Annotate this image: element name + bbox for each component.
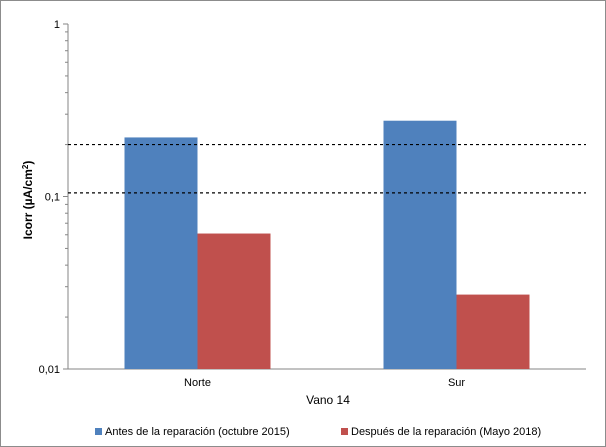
y-ticks: 1 0,1 0,01 [39,19,68,376]
legend-item-after: Después de la reparación (Mayo 2018) [341,426,541,438]
legend-label-before: Antes de la reparación (octubre 2015) [105,426,290,438]
legend-swatch-after [341,428,348,435]
bar-sur-series-1 [456,294,530,369]
x-axis-title: Vano 14 [306,393,350,407]
y-axis-title-mu: µ [21,198,35,205]
legend: Antes de la reparación (octubre 2015) De… [95,426,541,438]
y-axis-title-sup: 2 [21,164,30,169]
bars [124,120,530,369]
x-tick-label: Norte [184,377,211,389]
bar-sur-series-0 [383,120,457,369]
y-tick-label: 0,01 [39,364,60,376]
x-tick-labels: Norte Sur [184,377,465,389]
y-tick-label: 0,1 [45,192,60,204]
bar-norte-series-1 [197,233,271,369]
y-axis-title-main: Icorr ( [21,205,35,239]
legend-item-before: Antes de la reparación (octubre 2015) [95,426,290,438]
y-axis-title: Icorr (µA/cm2) [21,161,36,240]
reference-lines [68,143,586,194]
legend-label-after: Después de la reparación (Mayo 2018) [351,426,541,438]
bar-norte-series-0 [124,137,198,369]
y-axis-title-unit: A/cm [21,169,35,198]
x-tick-label: Sur [448,377,465,389]
y-axis-title-end: ) [21,161,35,165]
plot-area: 1 0,1 0,01 Norte Sur [39,19,586,389]
legend-swatch-before [95,428,102,435]
y-tick-label: 1 [54,19,60,31]
